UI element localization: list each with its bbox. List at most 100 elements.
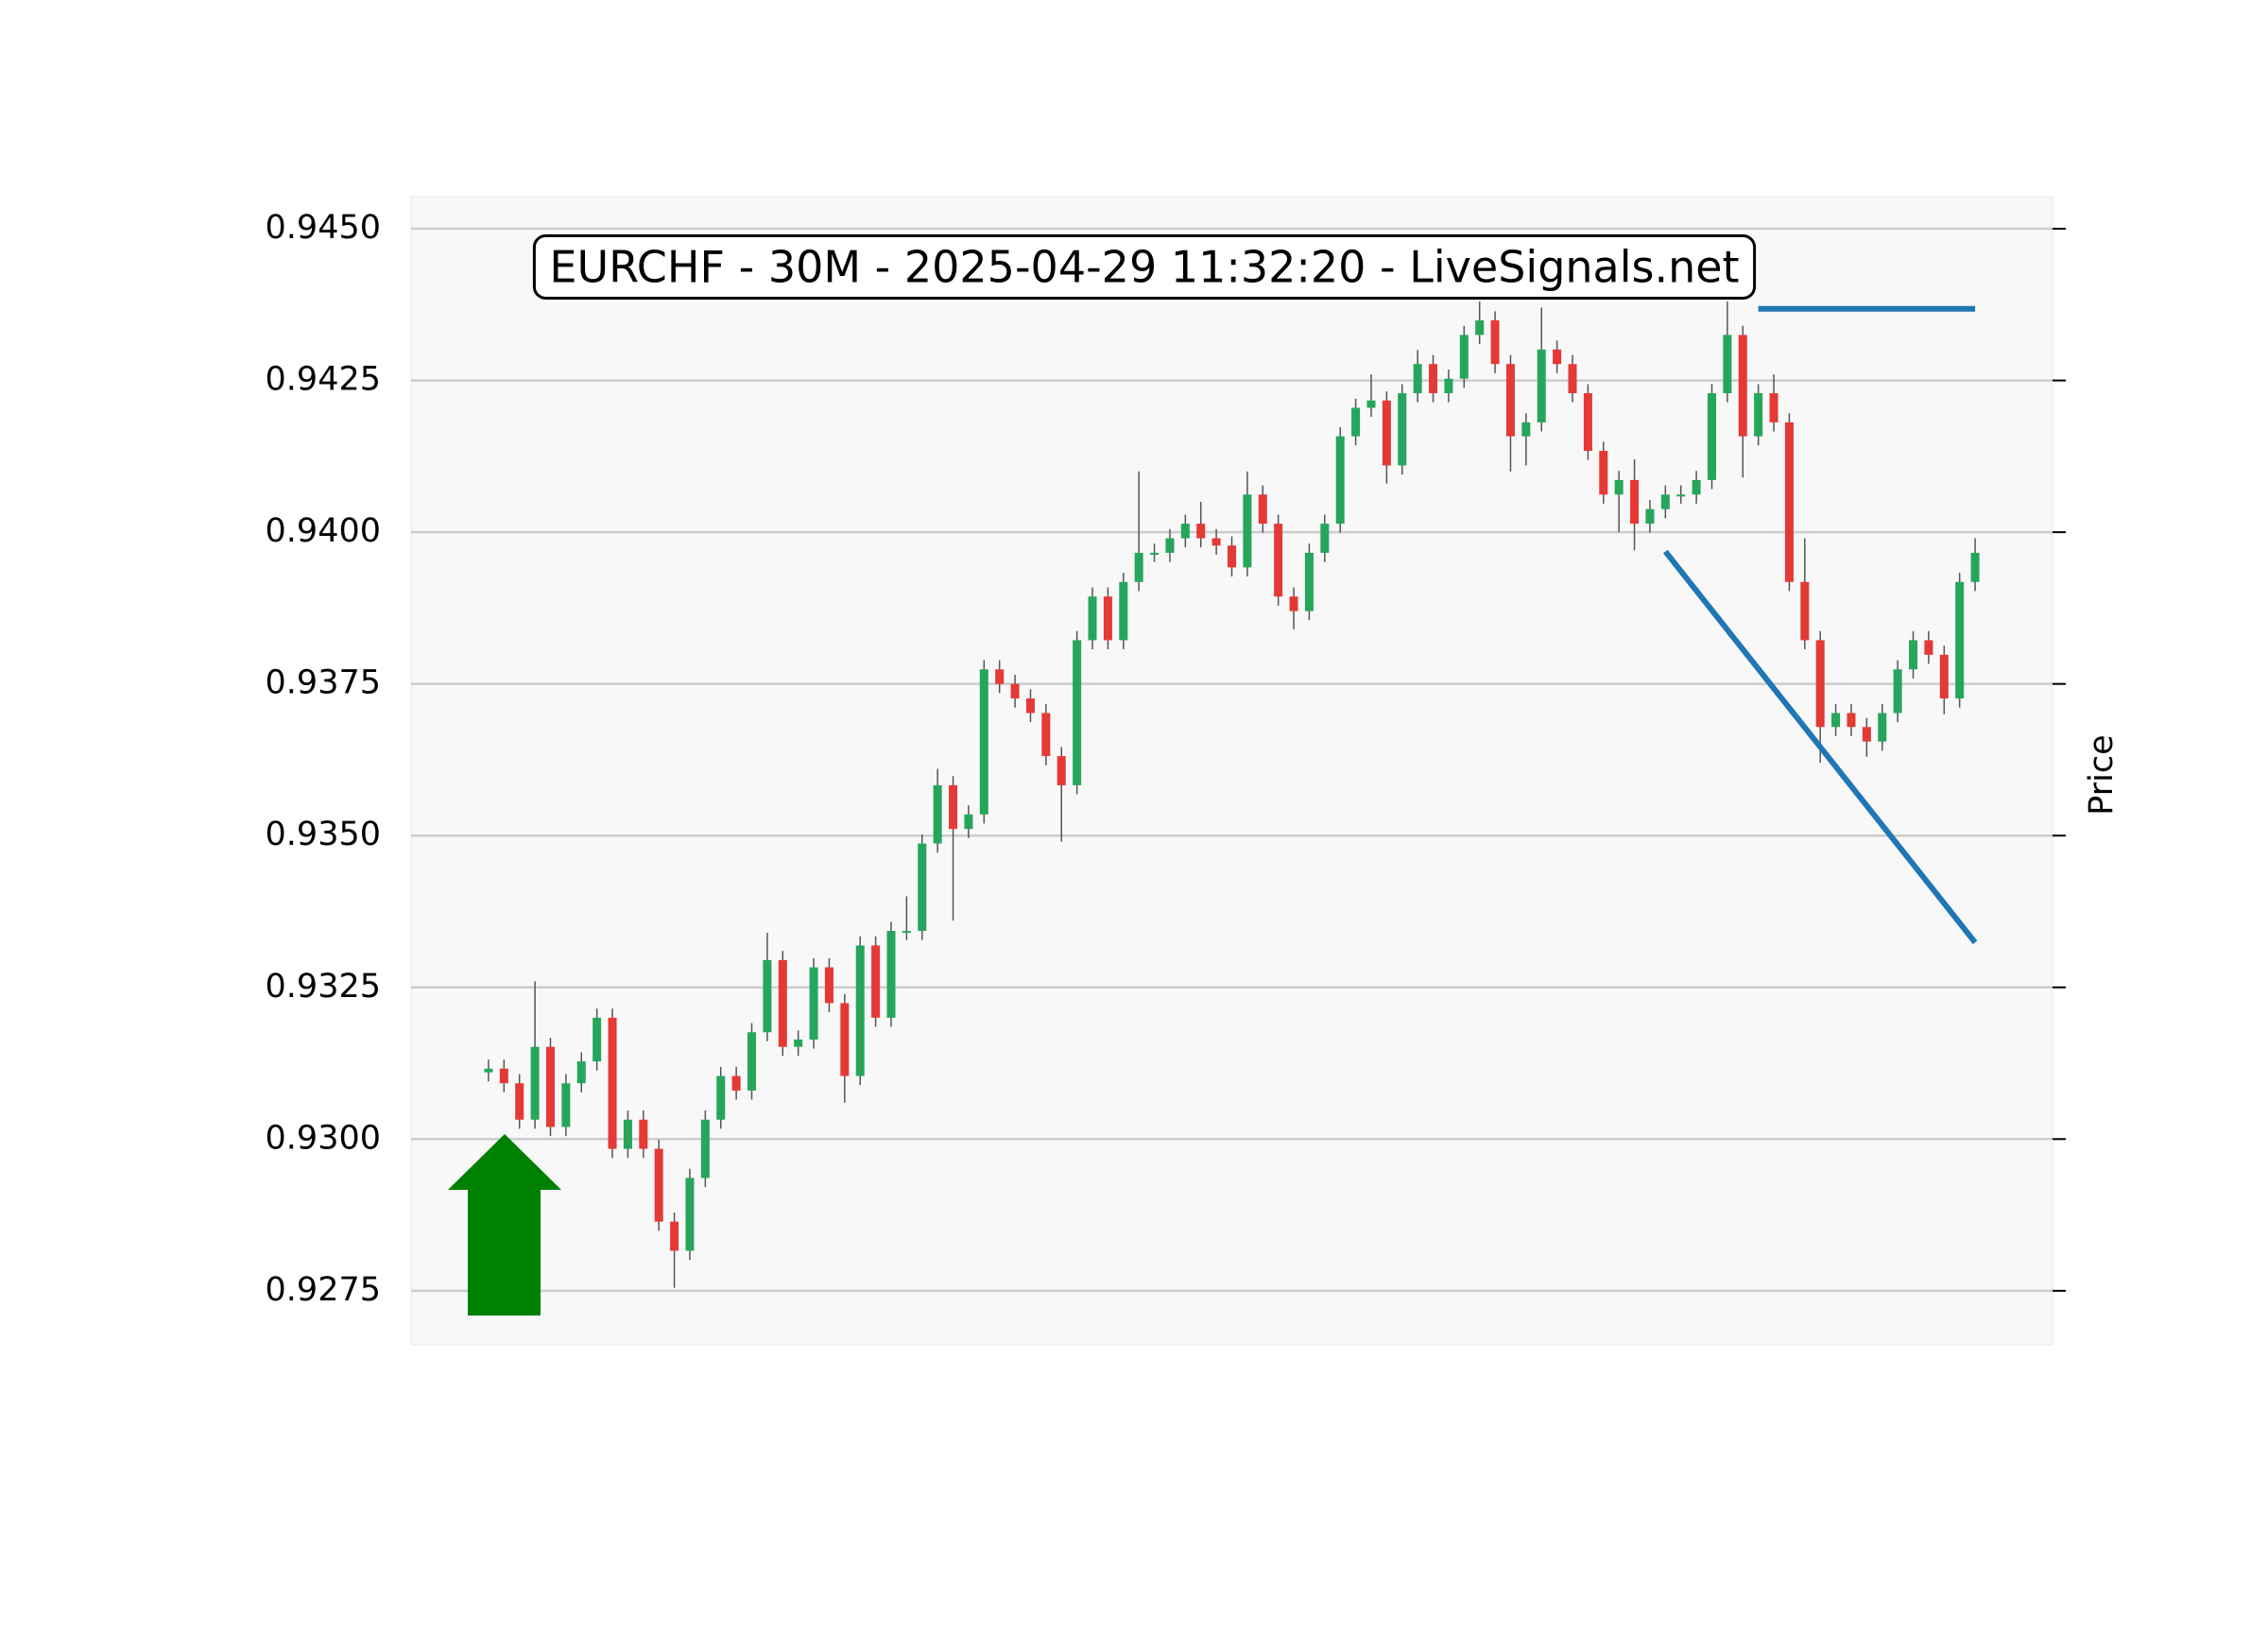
y-tick-label: 0.9350 [266,816,381,853]
y-axis-label: Price [2083,734,2121,815]
candle-body [1676,494,1686,497]
candle-body [1258,494,1267,525]
candle-body [1754,393,1763,437]
candle-body [1475,320,1485,335]
candle-body [1010,683,1020,699]
y-tick-label: 0.9325 [266,968,381,1006]
candle-body [1707,393,1716,480]
candle-body [1909,640,1918,670]
y-tick-label: 0.9375 [266,664,381,702]
candle-body [1537,349,1546,422]
candle-body [1630,479,1640,525]
candle-body [1444,378,1453,394]
candle-body [1738,335,1747,437]
candle-body [1599,451,1608,495]
candle-body [1614,479,1624,495]
candle-body [1274,524,1283,597]
candle-body [608,1017,617,1149]
candle-body [1831,713,1841,728]
candle-body [1568,364,1577,394]
candle-body [1924,640,1933,655]
candle-body [1413,364,1422,394]
candle-body [1490,320,1500,365]
candle-body [576,1061,586,1084]
candle-body [1025,698,1035,714]
candle-body [1119,581,1128,641]
candle-body [1862,727,1871,742]
candle-body [1196,524,1206,539]
y-tick-label: 0.9425 [266,361,381,399]
candle-body [1320,524,1330,553]
candle-body [654,1148,663,1222]
candle-body [484,1068,493,1073]
candle-body [716,1075,726,1120]
candle-body [918,843,927,932]
plot-area [410,196,2053,1346]
candles [484,301,1980,1288]
candle-body [949,784,958,830]
lines [1662,305,1978,945]
trend-line [1662,549,1978,945]
title-box [532,234,1757,300]
candle-body [639,1119,648,1149]
candle-body [1955,581,1965,699]
buy-arrow [448,1134,561,1316]
candle-body [1335,436,1345,525]
candle-body [1769,393,1778,422]
candle-body [1815,640,1825,728]
candle-body [902,931,911,934]
candle-body [840,1003,850,1076]
candle-body [824,967,833,1004]
candle-body [1398,393,1407,466]
candle-body [1847,713,1856,728]
candle-body [1150,552,1160,555]
candle-body [1583,393,1592,452]
candle-body [623,1119,632,1149]
candle-body [1553,349,1562,365]
candle-body [1723,335,1732,394]
candle-body [545,1046,555,1127]
candle-body [1505,364,1515,437]
candle-body [1134,552,1143,582]
candle-body [1521,421,1531,437]
candle-body [1939,654,1949,699]
candle-body [995,669,1005,684]
candle-body [1057,756,1066,785]
candle-body [515,1083,524,1120]
grid: 0.9450 0.9425 0.9400 0.9375 0.9350 0.9325 0.93… [266,209,2066,1309]
candle-body [1692,479,1701,495]
candle-body [855,945,865,1076]
candle-body [1784,421,1794,582]
candle-body [1304,552,1314,611]
y-tick-label: 0.9450 [266,209,381,247]
candle-body [1211,538,1221,546]
candle-body [530,1046,540,1120]
y-tick-label: 0.9275 [266,1271,381,1309]
candle-body [700,1119,710,1178]
candle-body [1289,596,1298,611]
candle-body [1800,581,1810,641]
candle-body [1878,713,1887,742]
y-tick-label: 0.9400 [266,512,381,550]
candle-body [1351,407,1361,437]
candle-body [933,784,942,844]
candle-body [778,959,787,1047]
candle-body [1180,524,1190,539]
candle-body [1073,640,1082,785]
candle-body [1660,494,1670,509]
candle-body [747,1032,757,1091]
candle-body [1041,713,1051,757]
candle-body [964,814,973,830]
candle-body [1103,596,1112,641]
chart-title: EURCHF - 30M - 2025-04-29 11:32:20 - Liv… [549,242,1739,293]
y-tick-label: 0.9300 [266,1119,381,1157]
candle-body [499,1068,508,1084]
candle-body [1429,364,1438,394]
candle-body [979,669,988,815]
candle-body [1227,545,1237,568]
candle-body [1382,400,1391,466]
candle-body [1088,596,1097,641]
candle-body [871,945,881,1018]
candle-body [886,931,896,1018]
